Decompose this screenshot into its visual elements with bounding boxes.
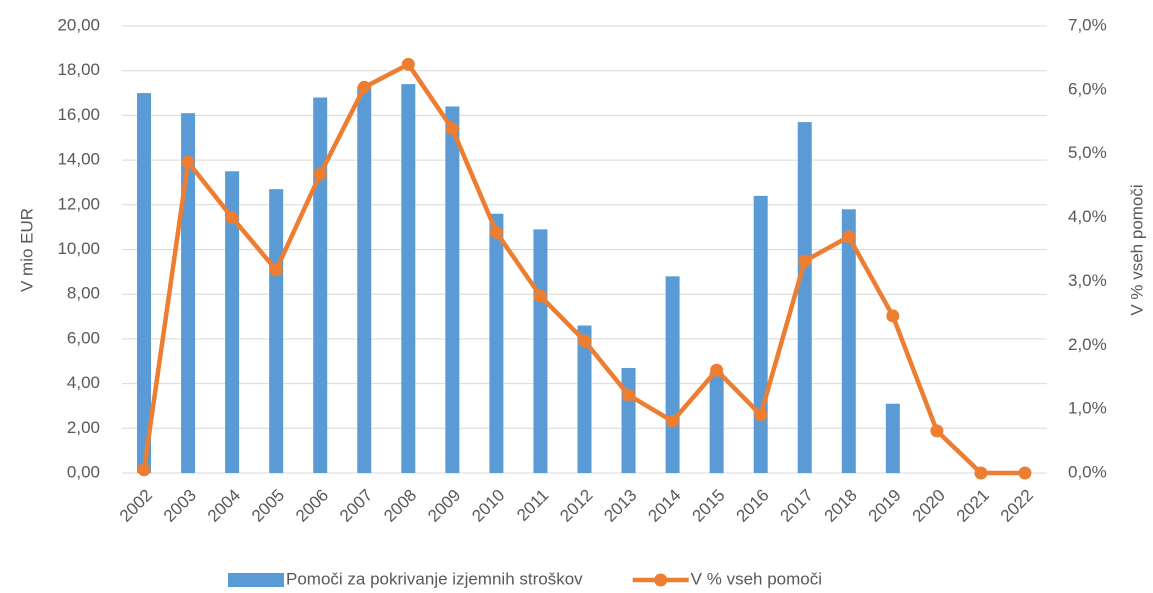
line-point — [181, 155, 195, 169]
x-tick-label: 2015 — [688, 486, 728, 526]
x-tick-label: 2019 — [865, 486, 905, 526]
bar — [181, 113, 196, 473]
x-tick-label: 2010 — [468, 486, 508, 526]
line-point — [357, 80, 371, 94]
x-tick-label: 2005 — [248, 486, 288, 526]
y-tick-label: 20,00 — [57, 15, 100, 34]
line-point — [578, 334, 591, 348]
bar — [313, 97, 328, 474]
y2-tick-label: 4,0% — [1068, 207, 1107, 226]
y-tick-label: 14,00 — [57, 150, 100, 169]
bar — [137, 93, 152, 474]
x-tick-label: 2021 — [953, 486, 993, 526]
line-point — [842, 230, 856, 244]
bar — [885, 403, 900, 473]
bar — [665, 276, 680, 473]
line-point — [137, 463, 151, 477]
line-point — [886, 309, 900, 323]
x-tick-label: 2008 — [380, 486, 420, 526]
y2-tick-label: 3,0% — [1068, 271, 1107, 290]
bar — [445, 106, 460, 474]
line-point — [533, 289, 547, 303]
x-tick-label: 2004 — [204, 486, 244, 526]
line-point — [269, 263, 283, 277]
y-tick-label: 2,00 — [67, 418, 100, 437]
y-tick-label: 16,00 — [57, 105, 100, 124]
y2-axis-title: V % vseh pomoči — [1127, 184, 1146, 315]
line-point — [710, 363, 724, 377]
line-point — [666, 414, 680, 428]
bar — [621, 367, 636, 473]
legend-swatch — [228, 573, 284, 587]
line-point — [974, 466, 988, 480]
x-tick-label: 2016 — [733, 486, 773, 526]
y2-tick-label: 7,0% — [1068, 15, 1107, 34]
bar — [709, 372, 724, 473]
bar — [489, 213, 504, 474]
x-tick-label: 2018 — [821, 486, 861, 526]
line-point — [930, 424, 944, 438]
bar — [797, 122, 812, 473]
line-point — [445, 122, 459, 136]
line-point — [401, 57, 415, 71]
line-point — [1018, 466, 1032, 480]
bar — [269, 189, 284, 473]
bar — [577, 325, 592, 473]
bar — [533, 229, 548, 473]
x-tick-label: 2003 — [160, 486, 200, 526]
line-point — [798, 254, 812, 268]
y-axis-title: V mio EUR — [17, 208, 36, 292]
x-tick-label: 2017 — [777, 486, 817, 526]
bar — [401, 84, 416, 474]
y-tick-label: 10,00 — [57, 239, 100, 258]
line-point — [489, 225, 503, 239]
bar — [357, 86, 372, 473]
x-tick-label: 2006 — [292, 486, 332, 526]
y-tick-label: 12,00 — [57, 194, 100, 213]
legend-swatch-marker — [654, 573, 668, 587]
x-tick-label: 2014 — [644, 486, 684, 526]
y-tick-label: 0,00 — [67, 462, 100, 481]
x-tick-label: 2013 — [600, 486, 640, 526]
x-tick-label: 2020 — [909, 486, 949, 526]
y2-tick-label: 2,0% — [1068, 335, 1107, 354]
y-tick-label: 6,00 — [67, 328, 100, 347]
x-tick-label: 2012 — [556, 486, 596, 526]
y2-tick-label: 6,0% — [1068, 79, 1107, 98]
legend-label: Pomoči za pokrivanje izjemnih stroškov — [286, 569, 583, 588]
y-tick-label: 4,00 — [67, 373, 100, 392]
line-point — [313, 167, 327, 181]
line-point — [754, 408, 768, 422]
y-tick-label: 18,00 — [57, 60, 100, 79]
y2-tick-label: 0,0% — [1068, 462, 1107, 481]
bar — [753, 195, 768, 474]
bar — [225, 171, 240, 473]
x-tick-label: 2011 — [513, 486, 552, 525]
bar — [841, 209, 856, 473]
x-tick-label: 2022 — [997, 486, 1037, 526]
x-tick-label: 2007 — [336, 486, 376, 526]
y2-tick-label: 5,0% — [1068, 143, 1107, 162]
y2-tick-label: 1,0% — [1068, 399, 1107, 418]
x-tick-label: 2009 — [424, 486, 464, 526]
x-tick-label: 2002 — [116, 486, 156, 526]
legend-label: V % vseh pomoči — [691, 569, 822, 588]
line-point — [622, 388, 636, 402]
line-point — [225, 211, 239, 225]
y-tick-label: 8,00 — [67, 284, 100, 303]
